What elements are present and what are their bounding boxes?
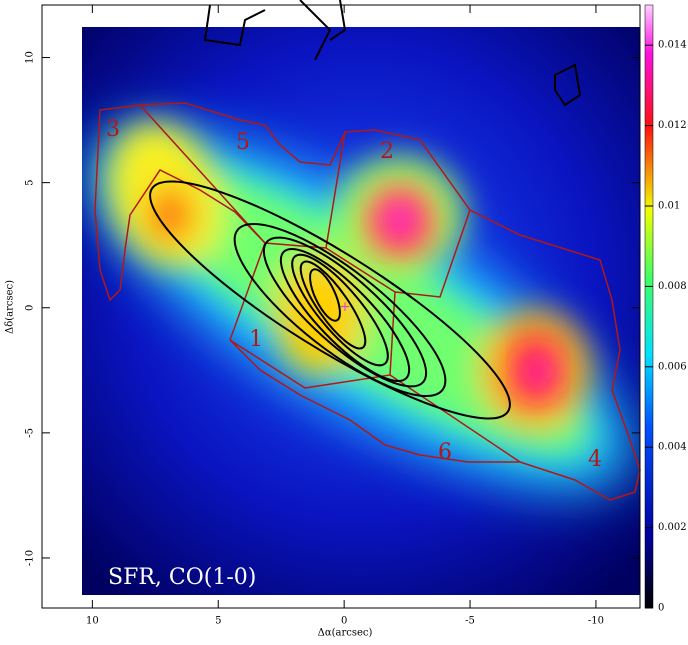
colorbar-tick-label: 0.014 [658,40,687,51]
y-axis-label: Δδ(arcsec) [5,280,16,334]
figure: + SFR, CO(1-0) Δα(arcsec) Δδ(arcsec) 105… [0,0,688,641]
x-tick-label: -10 [588,616,604,627]
region-label: 3 [106,117,120,142]
colorbar-tick-label: 0.006 [658,361,687,372]
colorbar-tick-label: 0.004 [658,442,687,453]
x-axis-label: Δα(arcsec) [318,628,373,639]
heat-image [45,27,674,595]
x-tick-label: 10 [86,616,99,627]
colorbar-tick-label: 0.012 [658,120,687,131]
region-label: 1 [249,327,263,352]
y-tick-label: -5 [25,428,36,438]
center-marker: + [339,299,351,315]
colorbar-tick-label: 0.01 [658,201,680,212]
x-tick-label: -5 [465,616,475,627]
y-tick-label: 5 [25,179,36,185]
y-tick-label: -10 [25,550,36,566]
x-tick-label: 5 [215,616,221,627]
region-label: 4 [588,447,602,472]
y-tick-label: 10 [25,51,36,64]
colorbar [645,5,653,608]
colorbar-tick-label: 0 [658,603,664,614]
inset-label: SFR, CO(1-0) [108,565,256,590]
region-label: 5 [236,130,250,155]
region-label: 6 [438,440,452,465]
colorbar-tick-label: 0.008 [658,281,687,292]
x-tick-label: 0 [341,616,347,627]
region-label: 2 [380,139,394,164]
y-tick-label: 0 [25,305,36,311]
colorbar-tick-label: 0.002 [658,522,687,533]
